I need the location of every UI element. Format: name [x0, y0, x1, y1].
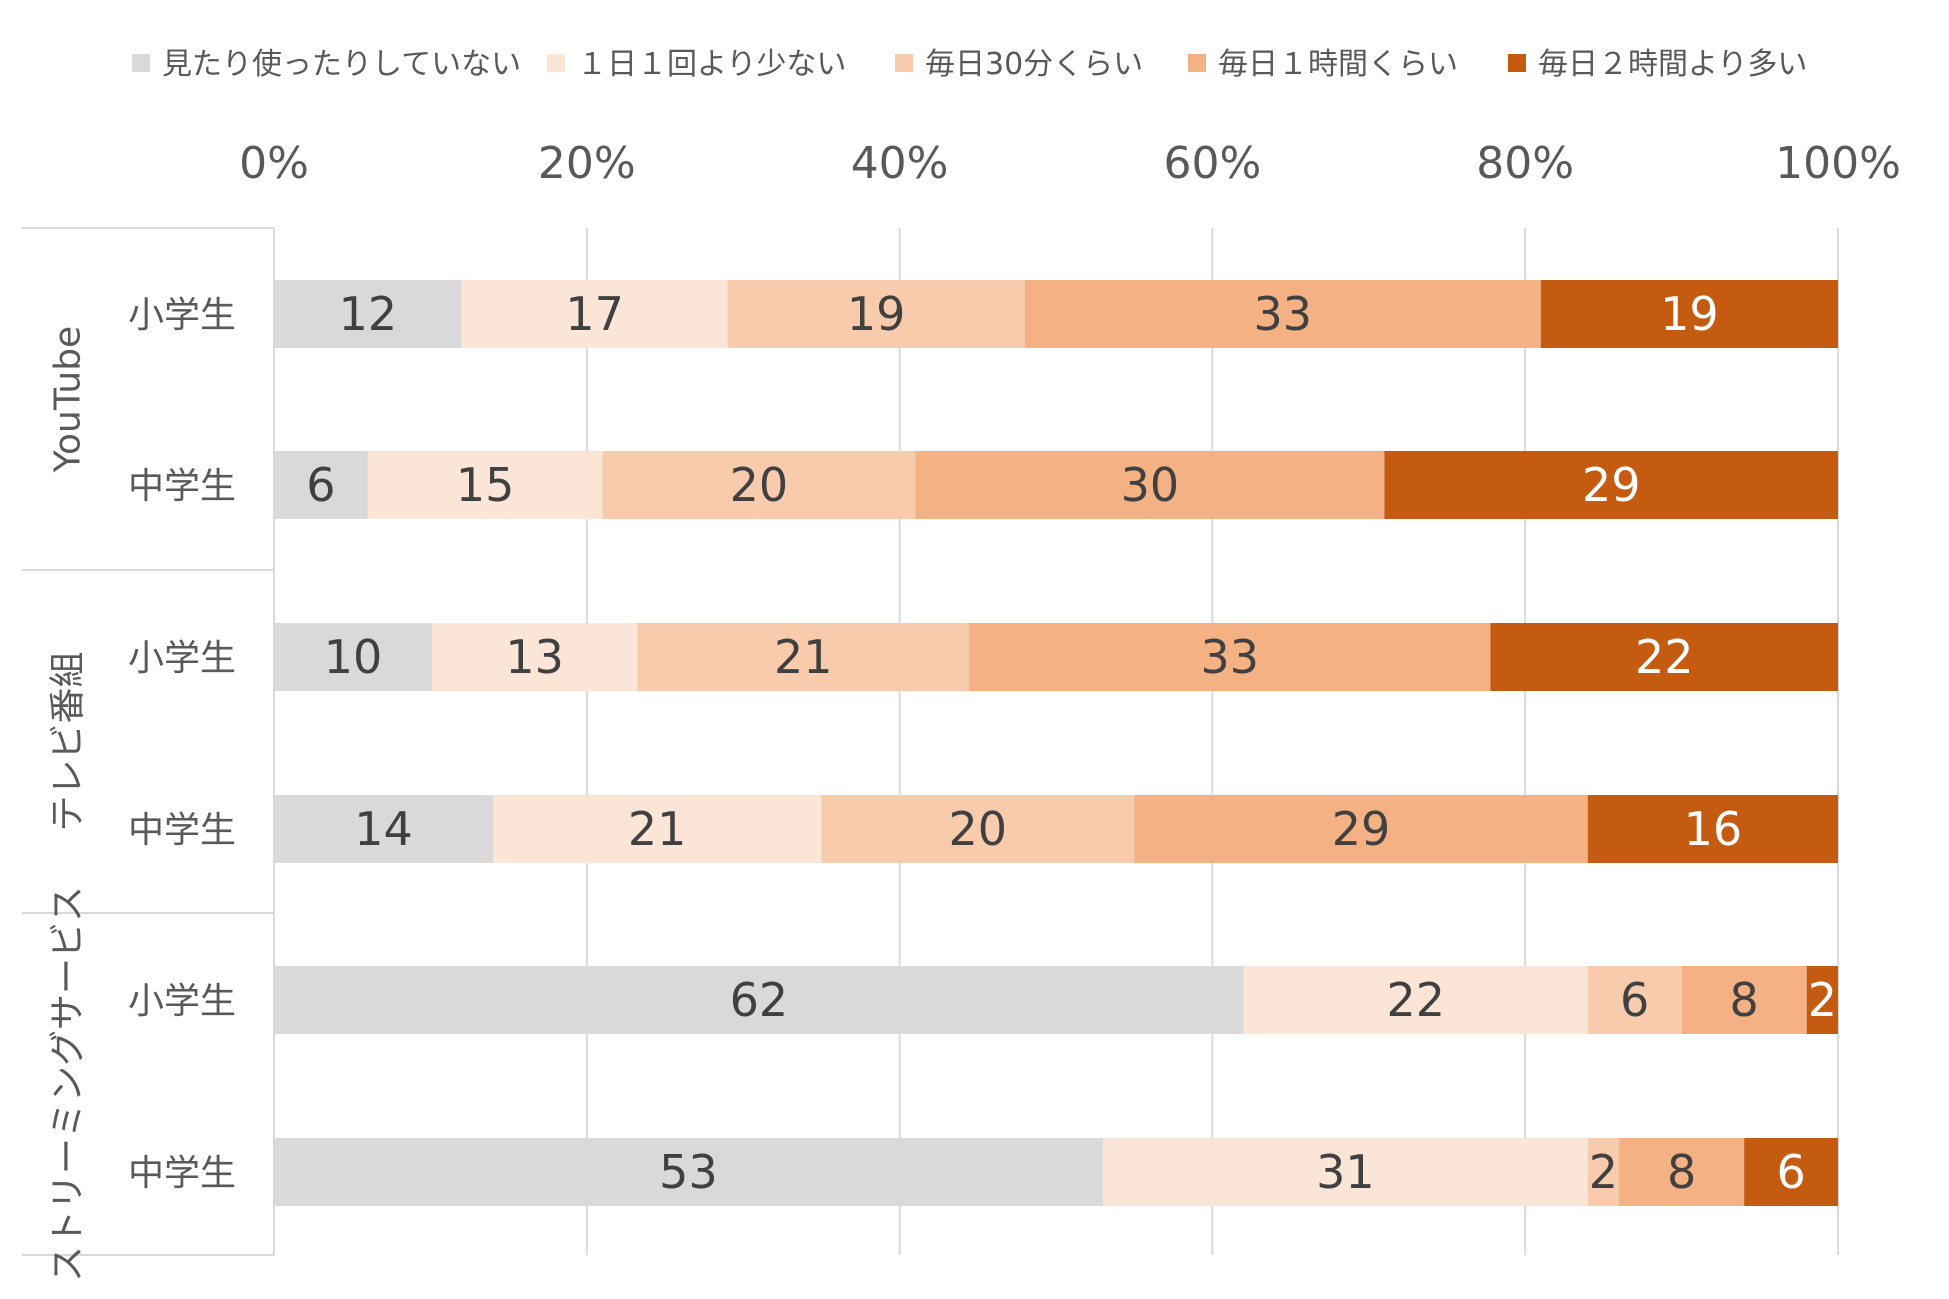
legend-label: 毎日２時間より多い: [1538, 47, 1807, 82]
data-label: 13: [505, 630, 564, 684]
data-label: 30: [1121, 458, 1180, 512]
bar-segment: [274, 966, 1244, 1034]
bar-segment: [461, 280, 728, 348]
x-tick-label: 40%: [851, 138, 949, 189]
bar-segment: [727, 280, 1025, 348]
bar-segment: [1744, 1138, 1838, 1206]
legend-swatch: [132, 54, 150, 72]
data-label: 20: [730, 458, 789, 512]
row-label: 小学生: [128, 638, 236, 679]
data-label: 19: [1660, 287, 1719, 341]
data-label: 29: [1332, 802, 1391, 856]
data-label: 20: [949, 802, 1008, 856]
legend-label: 毎日30分くらい: [925, 47, 1143, 82]
bar-segment: [431, 623, 638, 691]
bar-segment: [637, 623, 970, 691]
data-label: 15: [456, 458, 515, 512]
data-label: 22: [1635, 630, 1694, 684]
legend: 見たり使ったりしていない １日１回より少ない 毎日30分くらい 毎日１時間くらい 毎日２…: [132, 47, 1807, 82]
bar-segment: [821, 795, 1135, 863]
data-label: 53: [659, 1145, 718, 1199]
bar-segment: [274, 280, 462, 348]
data-label: 6: [1776, 1145, 1805, 1199]
data-label: 6: [306, 458, 335, 512]
group-label: YouTube: [48, 326, 89, 473]
bar-segment: [274, 623, 432, 691]
bar-segment: [915, 451, 1385, 519]
data-label: 21: [628, 802, 687, 856]
group-label: ストリーミングサービス: [48, 886, 89, 1282]
row-label: 小学生: [128, 981, 236, 1022]
category-axis: 小学生中学生小学生中学生小学生中学生YouTubeテレビ番組ストリーミングサービ…: [22, 227, 275, 1282]
bar-segment: [274, 795, 493, 863]
data-label: 31: [1316, 1145, 1375, 1199]
data-label: 17: [565, 287, 624, 341]
gridlines: [273, 228, 1839, 1255]
bar-segment: [492, 795, 822, 863]
row-label: 小学生: [128, 295, 236, 336]
data-label: 33: [1254, 287, 1313, 341]
bar-segment: [274, 451, 368, 519]
bar-segment: [1540, 280, 1838, 348]
bar-segment: [1806, 966, 1838, 1034]
bar-segment: [1490, 623, 1838, 691]
bar-segment: [1102, 1138, 1588, 1206]
bar-segment: [1243, 966, 1588, 1034]
data-label: 33: [1201, 630, 1260, 684]
legend-swatch: [1508, 54, 1526, 72]
bar-segment: [602, 451, 916, 519]
row-label: 中学生: [128, 1153, 236, 1194]
data-label: 62: [730, 973, 789, 1027]
data-label: 16: [1684, 802, 1743, 856]
data-label: 2: [1589, 1145, 1618, 1199]
data-label: 22: [1386, 973, 1445, 1027]
data-label: 14: [354, 802, 413, 856]
legend-swatch: [547, 54, 565, 72]
x-tick-label: 0%: [239, 138, 309, 189]
bar-segment: [969, 623, 1491, 691]
row-label: 中学生: [128, 466, 236, 507]
data-label: 2: [1808, 973, 1837, 1027]
legend-label: 見たり使ったりしていない: [162, 47, 521, 82]
legend-label: １日１回より少ない: [577, 47, 846, 82]
bar-segment: [1384, 451, 1838, 519]
bar-segment: [1587, 795, 1838, 863]
data-label: 19: [847, 287, 906, 341]
bar-segment: [1681, 966, 1807, 1034]
data-label: 6: [1620, 973, 1649, 1027]
row-label: 中学生: [128, 810, 236, 851]
data-label: 10: [324, 630, 383, 684]
bar-segment: [274, 1138, 1103, 1206]
bar-segment: [1134, 795, 1588, 863]
legend-swatch: [1188, 54, 1206, 72]
bar-segment: [367, 451, 603, 519]
bar-segment: [1587, 1138, 1620, 1206]
legend-label: 毎日１時間くらい: [1218, 47, 1458, 82]
x-tick-label: 60%: [1164, 138, 1262, 189]
data-label: 21: [774, 630, 833, 684]
x-tick-label: 100%: [1775, 138, 1901, 189]
data-label: 29: [1582, 458, 1641, 512]
bar-segment: [1587, 966, 1682, 1034]
group-label: テレビ番組: [48, 651, 89, 831]
x-tick-label: 80%: [1476, 138, 1574, 189]
x-tick-label: 20%: [538, 138, 636, 189]
x-axis-ticks: 0% 20% 40% 60% 80% 100%: [239, 138, 1901, 189]
data-label: 12: [339, 287, 398, 341]
bar-segment: [1024, 280, 1541, 348]
legend-swatch: [895, 54, 913, 72]
data-label: 8: [1667, 1145, 1696, 1199]
data-label: 8: [1730, 973, 1759, 1027]
bar-segment: [1619, 1138, 1745, 1206]
